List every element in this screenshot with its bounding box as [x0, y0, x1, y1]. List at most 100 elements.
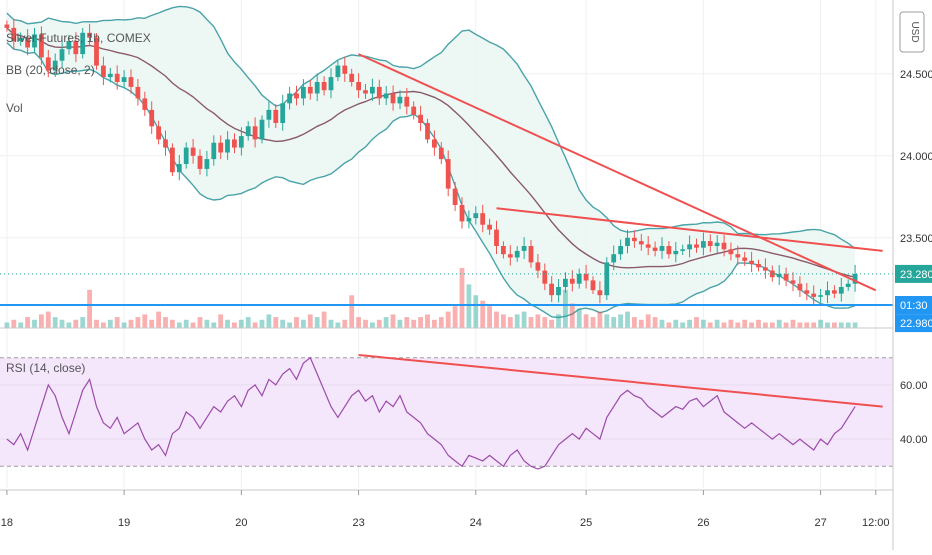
- candle-body: [11, 27, 17, 41]
- symbol-legend[interactable]: Silver Futures, 1h, COMEX: [6, 31, 151, 45]
- volume-bar: [521, 311, 527, 328]
- volume-bar: [818, 319, 823, 328]
- volume-bar: [659, 319, 665, 328]
- candle-body: [590, 280, 596, 291]
- volume-bar: [535, 314, 541, 328]
- candle-body: [176, 164, 182, 173]
- candle-body: [845, 283, 851, 287]
- volume-bar: [80, 317, 86, 328]
- candle-body: [107, 73, 113, 78]
- candle-body: [25, 37, 30, 48]
- currency-button[interactable]: [899, 11, 925, 53]
- candle-body: [556, 287, 561, 296]
- volume-bar: [356, 317, 361, 328]
- descending-trendline[interactable]: [358, 53, 877, 292]
- time-tick-label: 19: [118, 517, 130, 529]
- candle-body: [438, 147, 444, 160]
- volume-bar: [342, 319, 348, 328]
- candle-body: [252, 126, 258, 140]
- price-tick-label: 24.000: [900, 151, 932, 163]
- volume-bar: [680, 322, 686, 328]
- price-axis[interactable]: USD 24.500 24.000 23.500 60.00 40.00 22.980…: [892, 0, 932, 550]
- candle-body: [183, 147, 189, 164]
- candle-body: [190, 147, 196, 156]
- candle-body: [735, 254, 741, 258]
- volume-bar: [142, 314, 148, 328]
- volume-bar: [549, 319, 554, 328]
- volume-bar: [335, 322, 341, 328]
- candle-body: [87, 32, 92, 38]
- candle-body: [259, 119, 265, 140]
- volume-bar: [107, 319, 113, 328]
- volume-bar: [666, 322, 672, 328]
- price-pane: Silver Futures, 1h, COMEX BB (20, close,…: [0, 0, 893, 488]
- price-tick-label: 23.500: [900, 233, 932, 245]
- time-tick-label: 20: [235, 517, 247, 529]
- volume-bar: [569, 303, 575, 328]
- candle-body: [170, 147, 175, 173]
- rsi-legend[interactable]: RSI (14, close): [6, 361, 85, 375]
- candle-body: [852, 273, 858, 284]
- volume-bar: [211, 322, 217, 328]
- volume-bar: [776, 319, 782, 328]
- volume-bar: [45, 311, 51, 328]
- time-tick-label: 23: [352, 517, 364, 529]
- volume-bar: [328, 319, 334, 328]
- candle-body: [80, 32, 86, 55]
- candle-body: [701, 241, 706, 248]
- candle-body: [18, 37, 24, 41]
- volume-bar: [197, 317, 203, 328]
- candle-body: [287, 93, 292, 104]
- candle-body: [756, 264, 761, 268]
- candle-body: [204, 159, 210, 169]
- candle-body: [825, 290, 830, 296]
- time-tick-label: 27: [814, 517, 826, 529]
- volume-bar: [18, 322, 24, 328]
- time-tick-label: 18: [1, 517, 13, 529]
- candle-body: [225, 139, 230, 153]
- bollinger-legend[interactable]: BB (20, close, 2): [6, 63, 95, 77]
- volume-bar: [790, 319, 796, 328]
- volume-bar: [252, 322, 258, 328]
- candle-body: [728, 249, 734, 255]
- volume-bar: [742, 319, 748, 328]
- candle-body: [680, 249, 686, 251]
- candle-body: [473, 213, 479, 219]
- candle-body: [618, 246, 623, 255]
- volume-bar: [832, 322, 837, 328]
- candle-body: [301, 86, 306, 99]
- resistance-trendline[interactable]: [496, 207, 883, 252]
- volume-bar: [121, 322, 127, 328]
- time-axis[interactable]: 18 19 20 23 24 25 26 27 12:00: [0, 489, 893, 529]
- candle-body: [687, 244, 692, 250]
- candle-body: [576, 273, 582, 284]
- volume-bar: [625, 311, 630, 328]
- candle-body: [370, 86, 375, 94]
- volume-bar: [238, 319, 244, 328]
- volume-bar: [804, 322, 810, 328]
- volume-bar: [556, 314, 561, 328]
- volume-legend[interactable]: Vol: [6, 101, 23, 115]
- rsi-trendline[interactable]: [358, 354, 883, 408]
- volume-bar: [604, 314, 610, 328]
- volume-bar: [473, 295, 479, 328]
- volume-bar: [404, 317, 410, 328]
- volume-bar: [845, 322, 851, 328]
- volume-bar: [783, 322, 789, 328]
- volume-bar: [838, 322, 844, 328]
- candle-body: [811, 293, 817, 297]
- price-axis-labels: 24.500 24.000 23.500: [900, 69, 932, 245]
- volume-bar: [673, 319, 679, 328]
- candle-body: [52, 60, 58, 71]
- volume-bar: [59, 319, 65, 328]
- volume-bar: [528, 317, 534, 328]
- volume-bar: [183, 319, 189, 328]
- candle-body: [638, 241, 644, 245]
- candle-body: [121, 77, 127, 82]
- candle-body: [128, 77, 134, 87]
- candle-body: [569, 278, 575, 284]
- candle-body: [749, 260, 754, 265]
- time-tick-label: 24: [470, 517, 482, 529]
- volume-bar: [52, 317, 58, 328]
